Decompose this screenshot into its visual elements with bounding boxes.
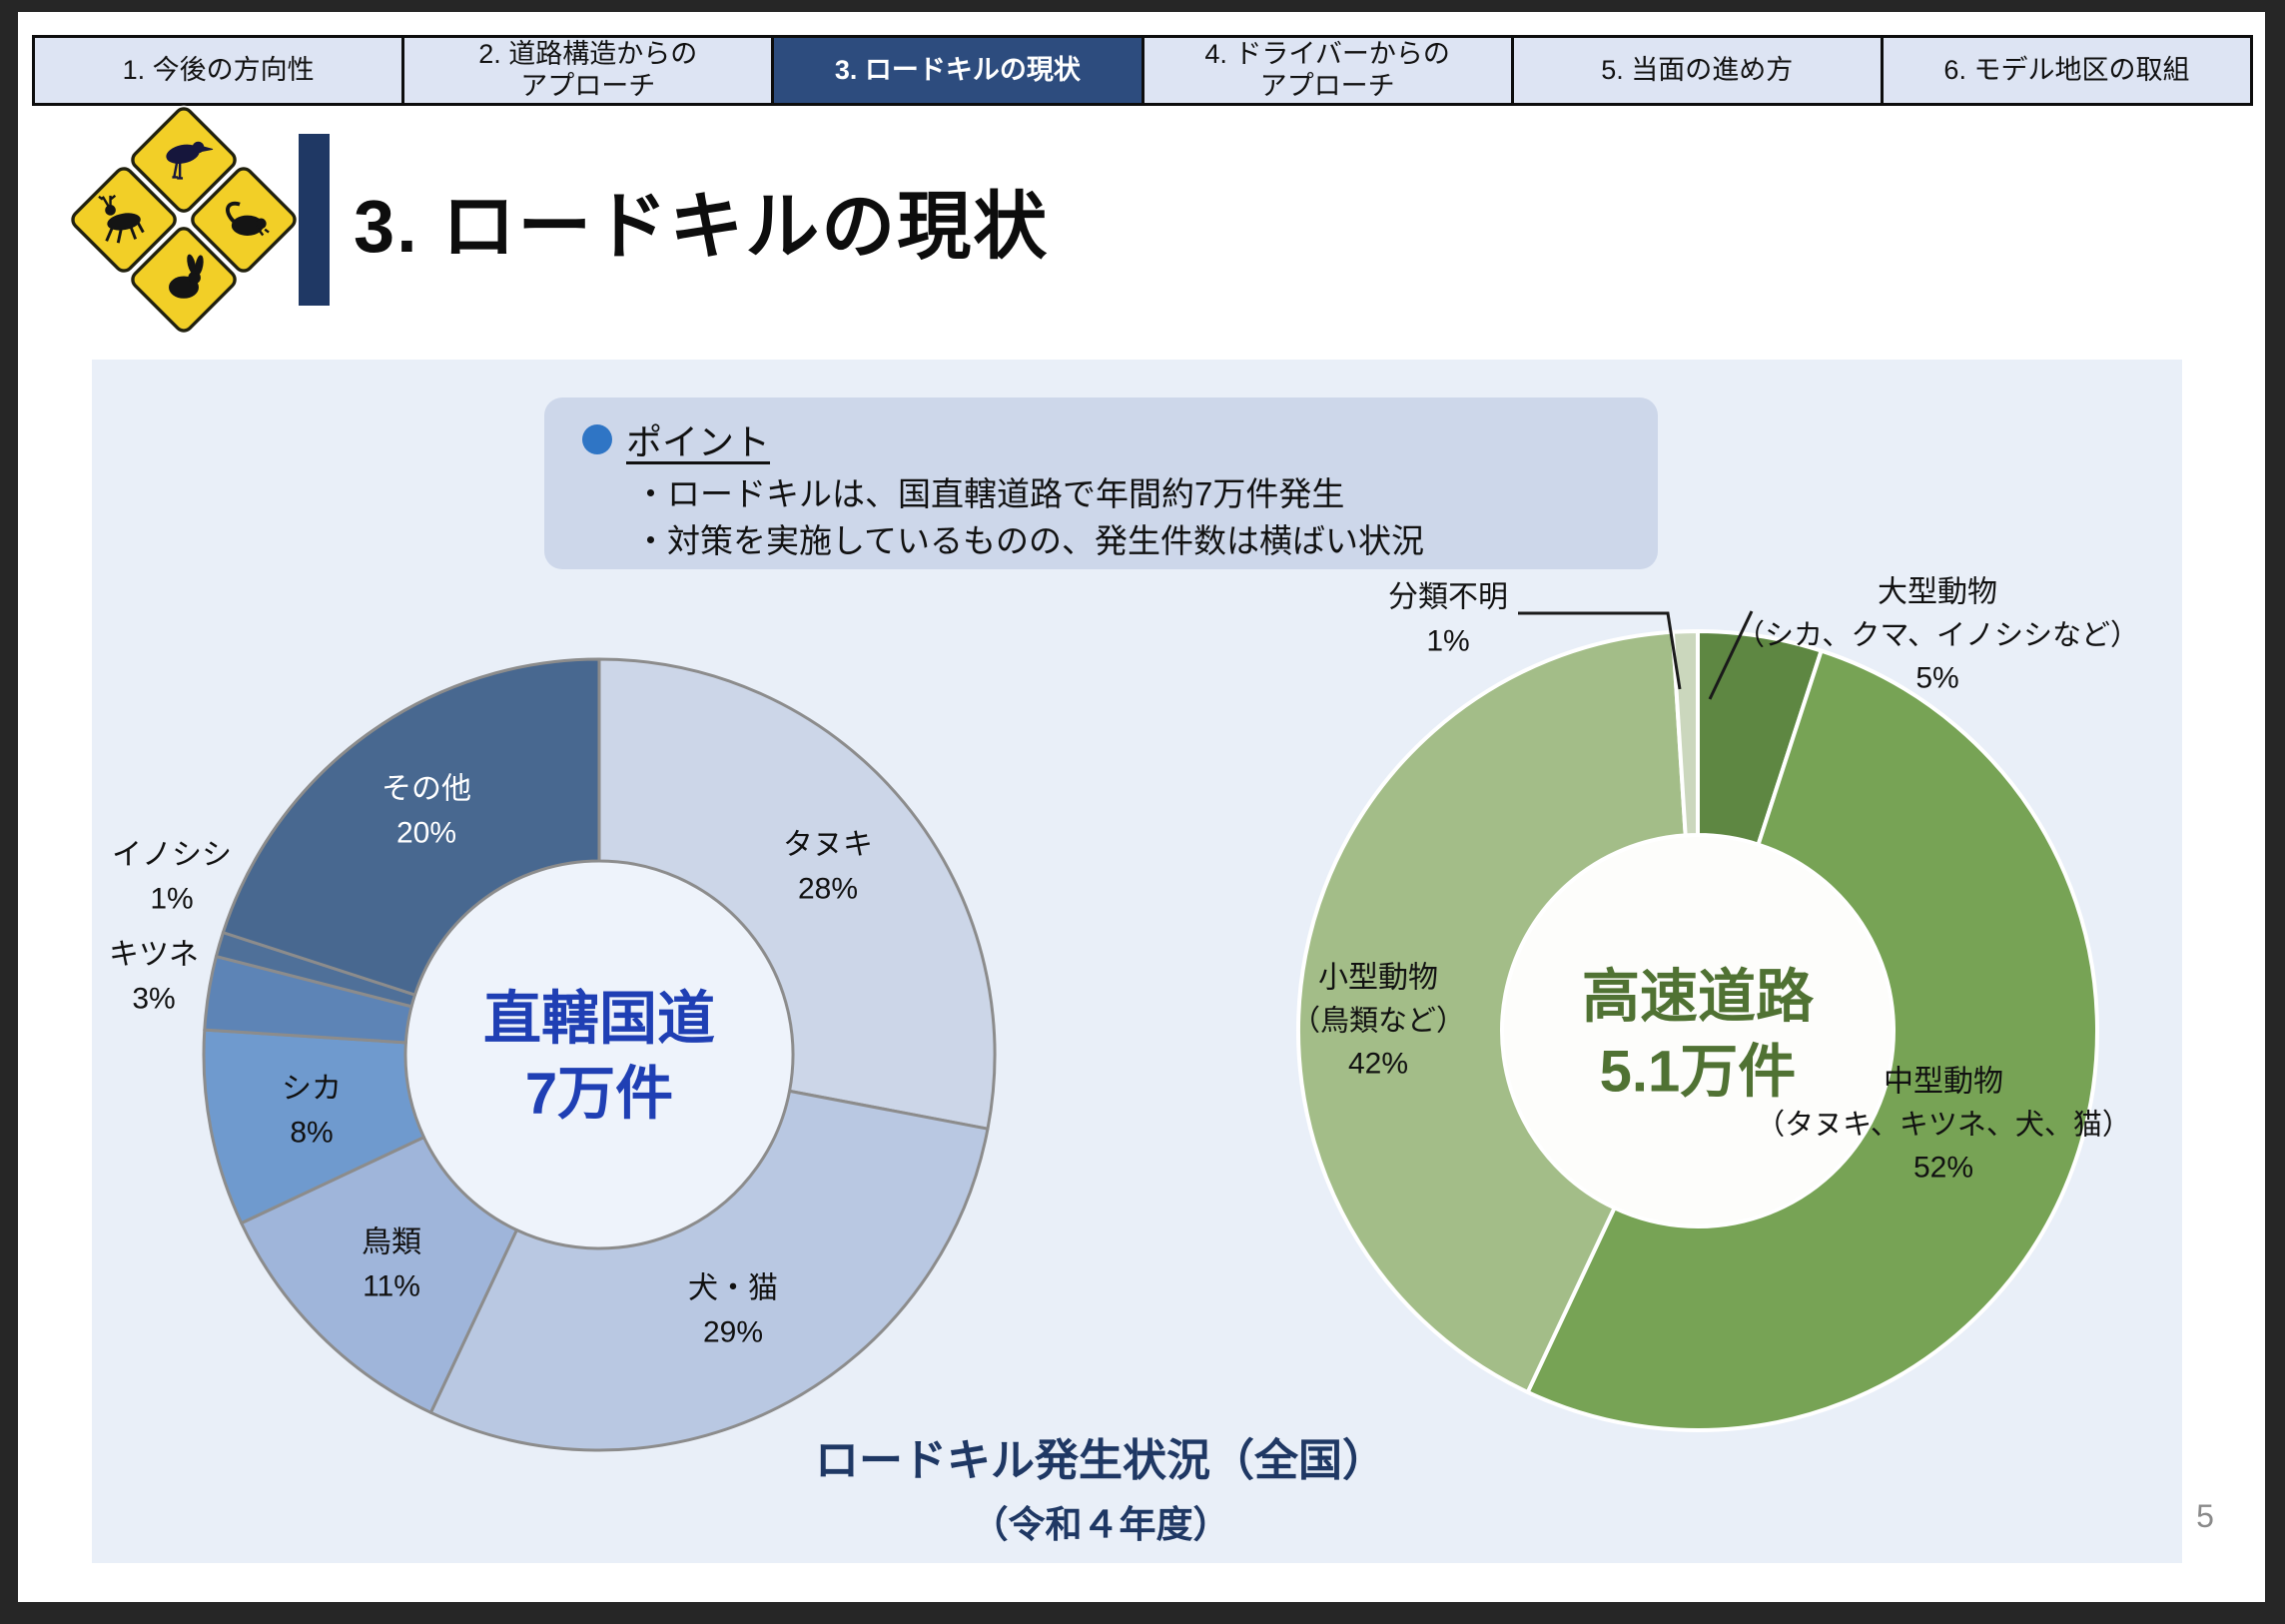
label-bunrui-fumei: 分類不明 1% (1388, 580, 1508, 658)
donut-segment-0-0 (597, 657, 997, 1131)
donut-segment-1-2 (1296, 629, 1688, 1394)
right-donut-center-label: 高速道路 5.1万件 (1581, 964, 1815, 1105)
label-kitsune: キツネ 3% (109, 938, 199, 1016)
page-number: 5 (2196, 1498, 2214, 1534)
label-oogata-doubutsu: 大型動物 （シカ、クマ、イノシシなど） 5% (1736, 575, 2139, 695)
point-heading-row: ポイント (582, 413, 1628, 465)
animal-warning-signs-icon (69, 105, 299, 335)
donut-segment-0-2 (240, 1136, 518, 1414)
tab-5-immediate-plan[interactable]: 5. 当面の進め方 (1510, 38, 1881, 103)
tab-3-roadkill-status-active[interactable]: 3. ロードキルの現状 (771, 38, 1142, 103)
point-bullet-2: ・対策を実施しているものの、発生件数は横ばい状況 (634, 521, 1425, 559)
donut-charts-canvas (202, 610, 2099, 1452)
tab-2-road-structure-approach[interactable]: 2. 道路構造からの アプローチ (401, 38, 772, 103)
chart-caption: ロードキル発生状況（全国） （令和４年度） (815, 1436, 1386, 1545)
tab-label-line2: アプローチ (1259, 70, 1395, 101)
point-bullet-list: ・ロードキルは、国直轄道路で年間約7万件発生 ・対策を実施しているものの、発生件… (634, 471, 1628, 565)
rabbit-silhouette (169, 254, 204, 299)
label-kogata-doubutsu: 小型動物 （鳥類など） 42% (1290, 961, 1466, 1081)
title-row: 3. ロードキルの現状 (18, 102, 2265, 342)
section-tabbar: 1. 今後の方向性 2. 道路構造からの アプローチ 3. ロードキルの現状 4… (32, 35, 2253, 106)
tab-label: 6. モデル地区の取組 (1943, 54, 2190, 85)
bullet-dot-icon (582, 424, 612, 454)
deer-silhouette (98, 194, 145, 244)
label-chuugata-doubutsu: 中型動物 （タヌキ、キツネ、犬、猫） 52% (1756, 1065, 2131, 1185)
tab-label: 2. 道路構造からの (478, 39, 698, 70)
donut-national-routes (202, 657, 997, 1452)
label-shika: シカ 8% (282, 1072, 342, 1150)
donut-center-circle (1496, 829, 1900, 1232)
tab-label: 5. 当面の進め方 (1601, 54, 1794, 85)
slide: 1. 今後の方向性 2. 道路構造からの アプローチ 3. ロードキルの現状 4… (18, 12, 2265, 1602)
page-title: 3. ロードキルの現状 (354, 184, 1050, 268)
donut-segment-0-1 (428, 1089, 990, 1452)
label-inu-neko: 犬・猫 29% (688, 1271, 778, 1349)
donut-center-circle (399, 855, 799, 1254)
tab-label-line2: アプローチ (520, 70, 656, 101)
tab-label: 1. 今後の方向性 (122, 54, 315, 85)
content-panel: ポイント ・ロードキルは、国直轄道路で年間約7万件発生 ・対策を実施しているもの… (92, 360, 2182, 1563)
leader-line-large-animals (1708, 610, 1754, 700)
point-heading: ポイント (626, 421, 771, 462)
label-inoshishi: イノシシ 1% (112, 838, 232, 916)
point-callout-box: ポイント ・ロードキルは、国直轄道路で年間約7万件発生 ・対策を実施しているもの… (544, 398, 1658, 569)
possum-silhouette (226, 201, 270, 237)
leader-line-unclassified (1518, 611, 1682, 690)
title-accent-bar (299, 134, 330, 306)
donut-segment-1-1 (1525, 648, 2099, 1432)
tab-6-model-district[interactable]: 6. モデル地区の取組 (1880, 38, 2251, 103)
left-donut-center-label: 直轄国道 7万件 (482, 986, 716, 1127)
label-chourui: 鳥類 11% (362, 1225, 421, 1303)
bird-silhouette (166, 141, 214, 180)
label-tanuki: タヌキ 28% (783, 828, 873, 906)
donut-expressways (1296, 629, 2099, 1432)
label-sonota: その他 20% (381, 772, 471, 850)
tab-1-future-direction[interactable]: 1. 今後の方向性 (35, 38, 402, 103)
tab-label: 4. ドライバーからの (1204, 39, 1450, 70)
point-bullet-1: ・ロードキルは、国直轄道路で年間約7万件発生 (634, 475, 1345, 512)
donut-segment-0-6 (221, 657, 601, 997)
tab-4-driver-approach[interactable]: 4. ドライバーからの アプローチ (1141, 38, 1511, 103)
tab-label: 3. ロードキルの現状 (834, 54, 1081, 85)
